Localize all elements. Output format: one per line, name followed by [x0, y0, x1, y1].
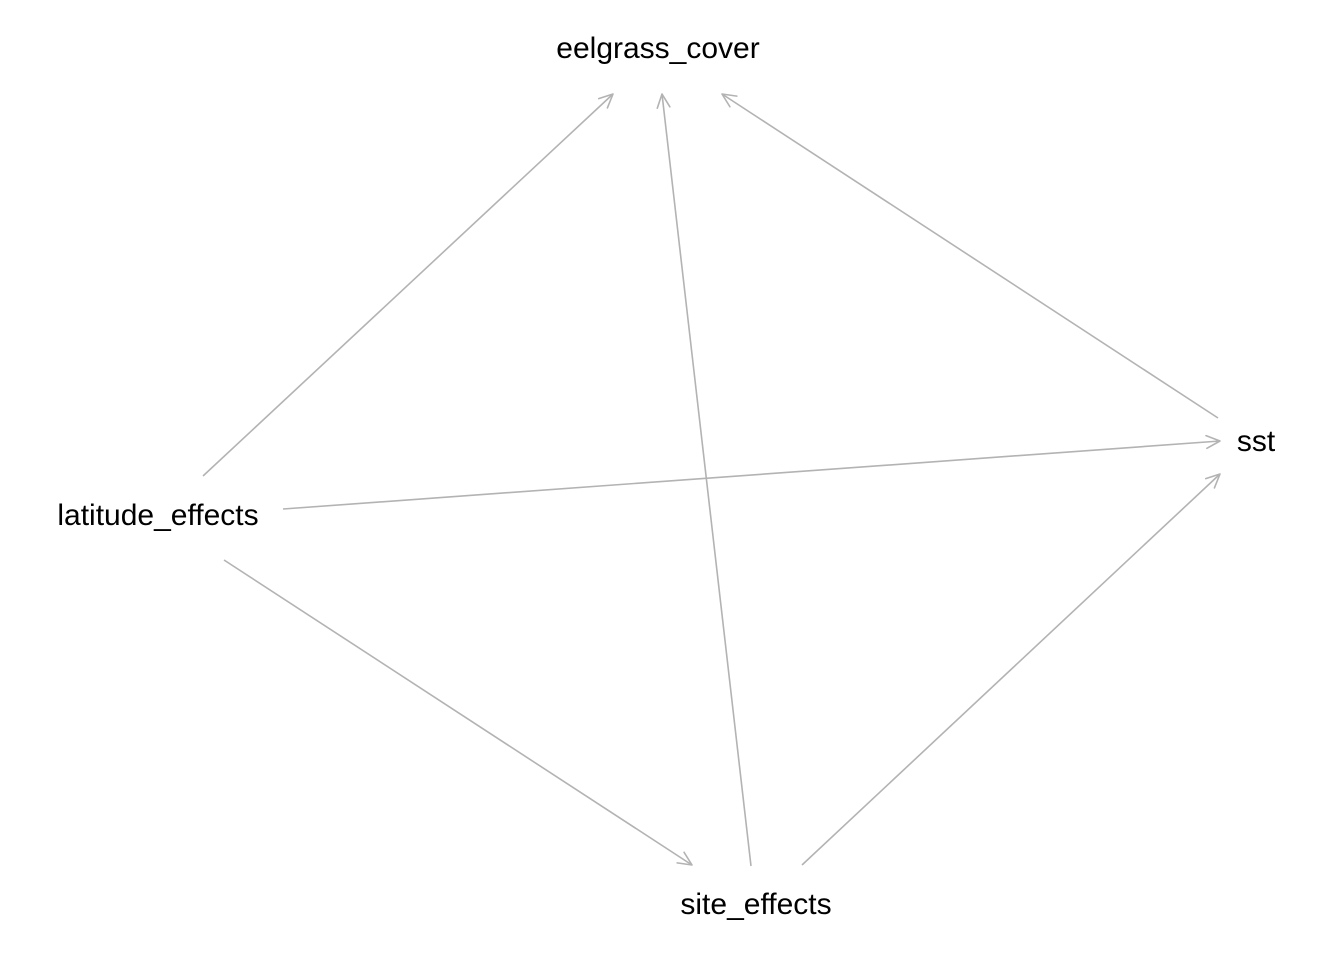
edge-sst-to-eelgrass-cover: [721, 93, 1219, 419]
edge-line: [202, 93, 614, 477]
node-label-eelgrass-cover: eelgrass_cover: [556, 32, 759, 65]
edge-line: [661, 93, 752, 867]
node-label-latitude-effects: latitude_effects: [57, 499, 258, 532]
edge-line: [282, 440, 1221, 510]
node-label-sst: sst: [1237, 425, 1276, 458]
edge-line: [721, 93, 1219, 419]
arrowhead: [597, 93, 614, 109]
edge-latitude-effects-to-eelgrass-cover: [202, 93, 614, 477]
edge-latitude-effects-to-site-effects: [223, 559, 693, 866]
arrowhead: [676, 851, 693, 866]
edge-latitude-effects-to-sst: [282, 434, 1221, 510]
node-label-site-effects: site_effects: [680, 888, 831, 921]
arrowhead: [1205, 434, 1221, 450]
edge-site-effects-to-eelgrass-cover: [656, 93, 752, 867]
arrowhead: [721, 93, 738, 108]
arrowhead: [656, 93, 671, 110]
edge-line: [801, 473, 1221, 866]
nodes: eelgrass_cover latitude_effects sst site…: [57, 32, 1275, 921]
edges: [202, 93, 1221, 867]
arrowhead: [1204, 473, 1221, 489]
edge-line: [223, 559, 693, 866]
edge-site-effects-to-sst: [801, 473, 1221, 866]
